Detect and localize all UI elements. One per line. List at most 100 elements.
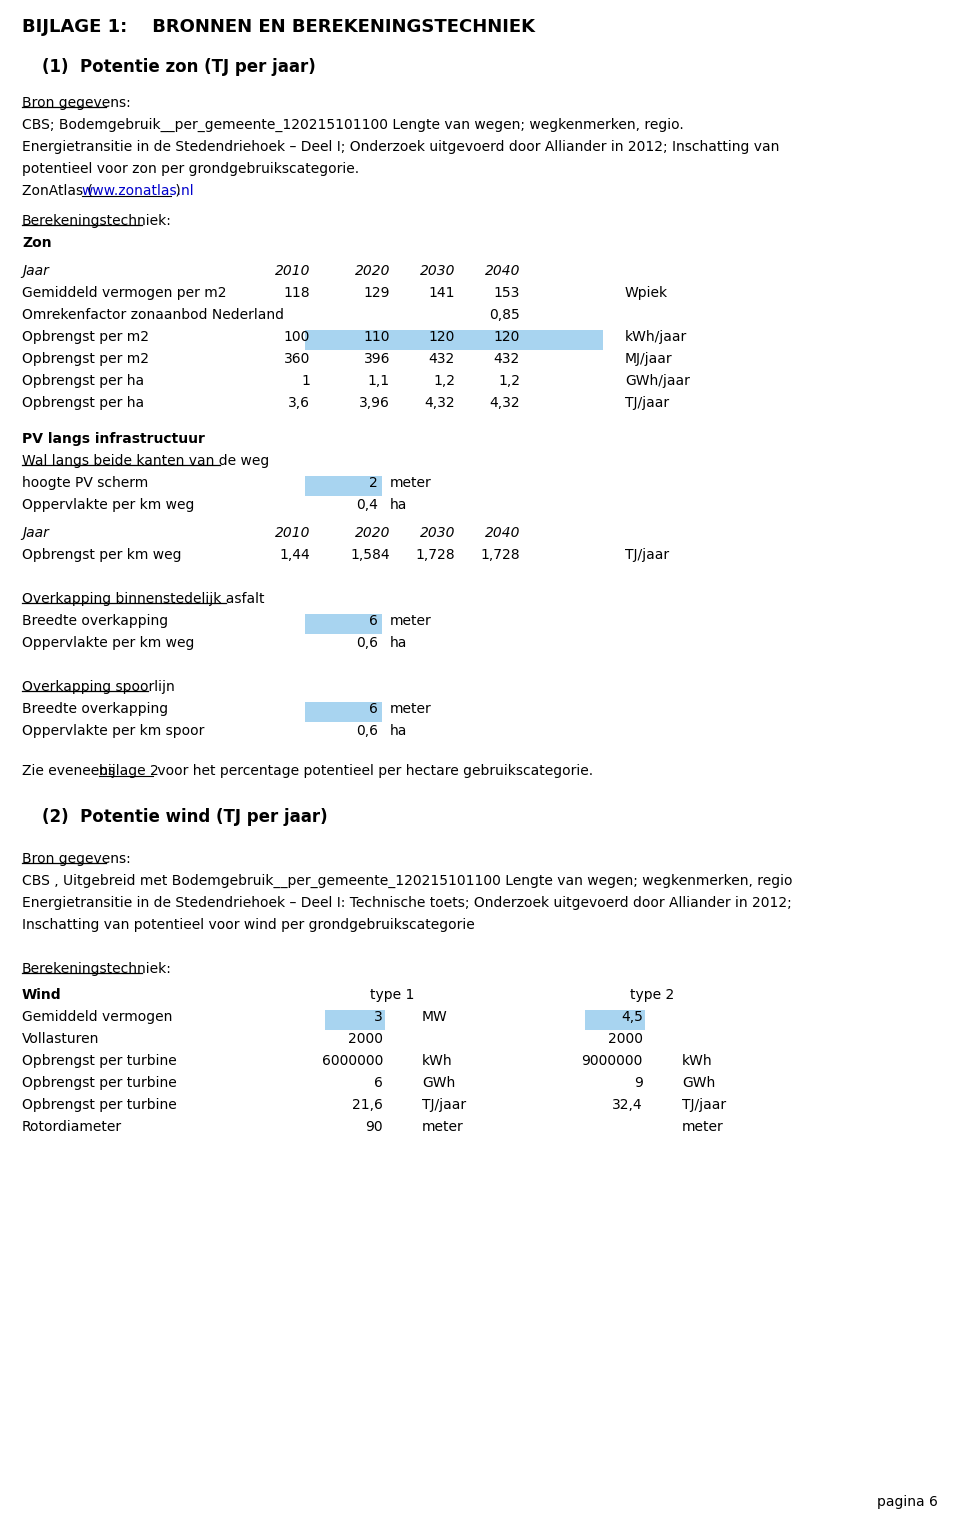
Text: TJ/jaar: TJ/jaar [625, 548, 669, 562]
Text: 9: 9 [635, 1076, 643, 1089]
Text: ZonAtlas (: ZonAtlas ( [22, 183, 93, 198]
Text: Inschatting van potentieel voor wind per grondgebruikscategorie: Inschatting van potentieel voor wind per… [22, 918, 475, 932]
Text: Jaar: Jaar [22, 264, 49, 277]
Text: 141: 141 [428, 286, 455, 300]
Text: Overkapping binnenstedelijk asfalt: Overkapping binnenstedelijk asfalt [22, 592, 265, 606]
Text: ha: ha [390, 724, 407, 738]
Text: 0,6: 0,6 [356, 636, 378, 650]
Text: Omrekenfactor zonaanbod Nederland: Omrekenfactor zonaanbod Nederland [22, 308, 284, 323]
Text: BIJLAGE 1:    BRONNEN EN BEREKENINGSTECHNIEK: BIJLAGE 1: BRONNEN EN BEREKENINGSTECHNIE… [22, 18, 535, 36]
Text: Berekeningstechniek:: Berekeningstechniek: [22, 962, 172, 976]
Text: 6: 6 [370, 701, 378, 717]
Text: 432: 432 [429, 351, 455, 367]
Text: Opbrengst per turbine: Opbrengst per turbine [22, 1098, 177, 1112]
Text: 2030: 2030 [420, 526, 455, 539]
Text: Breedte overkapping: Breedte overkapping [22, 701, 168, 717]
Text: MJ/jaar: MJ/jaar [625, 351, 673, 367]
Text: 1: 1 [301, 374, 310, 388]
Text: 6: 6 [374, 1076, 383, 1089]
Text: 21,6: 21,6 [352, 1098, 383, 1112]
Text: Oppervlakte per km spoor: Oppervlakte per km spoor [22, 724, 204, 738]
Text: Wal langs beide kanten van de weg: Wal langs beide kanten van de weg [22, 454, 269, 468]
Text: 118: 118 [283, 286, 310, 300]
Text: 6000000: 6000000 [322, 1054, 383, 1068]
Bar [325, 1011, 385, 1030]
Text: kWh/jaar: kWh/jaar [625, 330, 687, 344]
Text: 153: 153 [493, 286, 520, 300]
Text: 1,2: 1,2 [498, 374, 520, 388]
Text: Opbrengst per ha: Opbrengst per ha [22, 374, 144, 388]
Text: Wpiek: Wpiek [625, 286, 668, 300]
Text: Opbrengst per turbine: Opbrengst per turbine [22, 1076, 177, 1089]
Bar [305, 330, 603, 350]
Text: 4,5: 4,5 [621, 1011, 643, 1024]
Text: 120: 120 [493, 330, 520, 344]
Text: type 2: type 2 [630, 988, 674, 1001]
Text: TJ/jaar: TJ/jaar [625, 395, 669, 411]
Text: Opbrengst per turbine: Opbrengst per turbine [22, 1054, 177, 1068]
Text: Vollasturen: Vollasturen [22, 1032, 100, 1045]
Bar [305, 701, 382, 723]
Text: 3: 3 [374, 1011, 383, 1024]
Text: Oppervlakte per km weg: Oppervlakte per km weg [22, 636, 194, 650]
Text: 120: 120 [428, 330, 455, 344]
Text: Zon: Zon [22, 236, 52, 250]
Text: pagina 6: pagina 6 [877, 1495, 938, 1509]
Text: 0,6: 0,6 [356, 724, 378, 738]
Text: 2: 2 [370, 476, 378, 489]
Text: TJ/jaar: TJ/jaar [682, 1098, 726, 1112]
Bar [305, 476, 382, 495]
Text: 9000000: 9000000 [582, 1054, 643, 1068]
Text: 129: 129 [364, 286, 390, 300]
Text: 2030: 2030 [420, 264, 455, 277]
Text: (2)  Potentie wind (TJ per jaar): (2) Potentie wind (TJ per jaar) [42, 807, 327, 826]
Text: 396: 396 [364, 351, 390, 367]
Text: 110: 110 [364, 330, 390, 344]
Text: Energietransitie in de Stedendriehoek – Deel I; Onderzoek uitgevoerd door Allian: Energietransitie in de Stedendriehoek – … [22, 139, 780, 155]
Bar [585, 1011, 645, 1030]
Text: Breedte overkapping: Breedte overkapping [22, 614, 168, 629]
Text: 2040: 2040 [485, 264, 520, 277]
Text: meter: meter [390, 476, 432, 489]
Text: 2020: 2020 [354, 526, 390, 539]
Text: GWh/jaar: GWh/jaar [625, 374, 690, 388]
Text: Opbrengst per m2: Opbrengst per m2 [22, 330, 149, 344]
Text: Jaar: Jaar [22, 526, 49, 539]
Text: Opbrengst per m2: Opbrengst per m2 [22, 351, 149, 367]
Text: 1,728: 1,728 [416, 548, 455, 562]
Text: GWh: GWh [422, 1076, 455, 1089]
Text: 2040: 2040 [485, 526, 520, 539]
Text: type 1: type 1 [370, 988, 415, 1001]
Text: 432: 432 [493, 351, 520, 367]
Text: 32,4: 32,4 [612, 1098, 643, 1112]
Text: meter: meter [422, 1120, 464, 1135]
Text: Energietransitie in de Stedendriehoek – Deel I: Technische toets; Onderzoek uitg: Energietransitie in de Stedendriehoek – … [22, 895, 792, 911]
Text: 0,85: 0,85 [490, 308, 520, 323]
Text: 360: 360 [283, 351, 310, 367]
Text: Berekeningstechniek:: Berekeningstechniek: [22, 214, 172, 227]
Text: Rotordiameter: Rotordiameter [22, 1120, 122, 1135]
Text: 1,584: 1,584 [350, 548, 390, 562]
Text: 1,1: 1,1 [368, 374, 390, 388]
Text: GWh: GWh [682, 1076, 715, 1089]
Text: TJ/jaar: TJ/jaar [422, 1098, 467, 1112]
Text: voor het percentage potentieel per hectare gebruikscategorie.: voor het percentage potentieel per hecta… [153, 764, 593, 779]
Text: 6: 6 [370, 614, 378, 629]
Text: meter: meter [682, 1120, 724, 1135]
Text: 3,6: 3,6 [288, 395, 310, 411]
Text: kWh: kWh [682, 1054, 712, 1068]
Text: 100: 100 [283, 330, 310, 344]
Text: 90: 90 [366, 1120, 383, 1135]
Text: Oppervlakte per km weg: Oppervlakte per km weg [22, 498, 194, 512]
Text: CBS , Uitgebreid met Bodemgebruik__per_gemeente_120215101100 Lengte van wegen; w: CBS , Uitgebreid met Bodemgebruik__per_g… [22, 874, 793, 888]
Text: Gemiddeld vermogen: Gemiddeld vermogen [22, 1011, 173, 1024]
Text: 2020: 2020 [354, 264, 390, 277]
Text: MW: MW [422, 1011, 447, 1024]
Text: 3,96: 3,96 [359, 395, 390, 411]
Text: 4,32: 4,32 [424, 395, 455, 411]
Text: 2000: 2000 [608, 1032, 643, 1045]
Text: (1)  Potentie zon (TJ per jaar): (1) Potentie zon (TJ per jaar) [42, 58, 316, 76]
Text: meter: meter [390, 614, 432, 629]
Text: 1,2: 1,2 [433, 374, 455, 388]
Text: ): ) [171, 183, 180, 198]
